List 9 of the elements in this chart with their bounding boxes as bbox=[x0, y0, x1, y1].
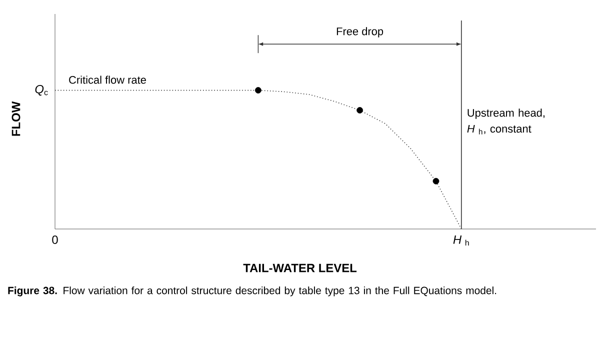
text: Figure 38. Flow variation for a control structure described by table type 13 in the Full EQuations model. bbox=[8, 286, 496, 296]
text: Free drop bbox=[336, 27, 384, 38]
x-tick-label: H $_{h}$ bbox=[453, 236, 469, 246]
x-tick-label: 0 bbox=[52, 236, 58, 244]
ref-line-label: Upstream head, H $_{h}$, constant bbox=[467, 108, 544, 134]
annotation: Q$_{c}$ bbox=[35, 84, 48, 96]
x-axis-title: TAIL-WATER LEVEL bbox=[243, 264, 357, 272]
text: Critical flow rate bbox=[69, 76, 146, 84]
y-axis-title: FLOW bbox=[12, 101, 20, 136]
